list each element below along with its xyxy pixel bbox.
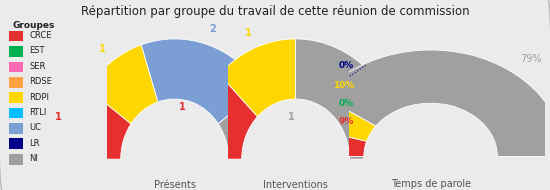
- Bar: [9, 31, 23, 41]
- Text: 1: 1: [179, 102, 186, 112]
- Text: Répartition par groupe du travail de cette réunion de commission: Répartition par groupe du travail de cet…: [81, 5, 469, 18]
- Text: 0%: 0%: [339, 99, 354, 108]
- Wedge shape: [219, 39, 296, 117]
- Text: 2: 2: [379, 58, 386, 67]
- Text: 10%: 10%: [333, 81, 354, 89]
- Bar: [9, 108, 23, 118]
- Wedge shape: [321, 50, 550, 156]
- Bar: [9, 77, 23, 88]
- Text: 9%: 9%: [339, 117, 354, 126]
- Text: RDSE: RDSE: [29, 77, 52, 86]
- Text: Présents: Présents: [153, 180, 196, 190]
- Text: LR: LR: [29, 139, 40, 148]
- Text: 1: 1: [55, 112, 62, 122]
- Text: 79%: 79%: [520, 54, 542, 64]
- Wedge shape: [296, 39, 403, 159]
- Text: 1: 1: [245, 28, 252, 38]
- Text: Groupes: Groupes: [13, 21, 56, 30]
- Wedge shape: [87, 45, 158, 124]
- Text: SER: SER: [29, 62, 46, 71]
- Bar: [9, 92, 23, 103]
- Text: Temps de parole
(mots prononcés): Temps de parole (mots prononcés): [388, 179, 474, 190]
- Wedge shape: [218, 89, 283, 159]
- Text: 2: 2: [209, 24, 216, 34]
- Bar: [9, 46, 23, 57]
- Bar: [9, 123, 23, 134]
- Bar: [9, 62, 23, 72]
- Bar: [9, 139, 23, 149]
- Wedge shape: [302, 96, 376, 141]
- Text: 1: 1: [99, 44, 106, 54]
- Text: RTLI: RTLI: [29, 108, 47, 117]
- Text: UC: UC: [29, 123, 41, 132]
- Wedge shape: [297, 126, 367, 156]
- Text: CRCE: CRCE: [29, 31, 52, 40]
- Text: Interventions: Interventions: [263, 180, 328, 190]
- Text: 0%: 0%: [339, 61, 354, 70]
- Bar: [9, 154, 23, 165]
- Text: NI: NI: [29, 154, 38, 163]
- Text: RDPI: RDPI: [29, 93, 49, 102]
- Wedge shape: [188, 74, 257, 159]
- Wedge shape: [141, 39, 262, 124]
- Text: EST: EST: [29, 47, 45, 55]
- Wedge shape: [67, 89, 131, 159]
- Text: 1: 1: [288, 112, 294, 122]
